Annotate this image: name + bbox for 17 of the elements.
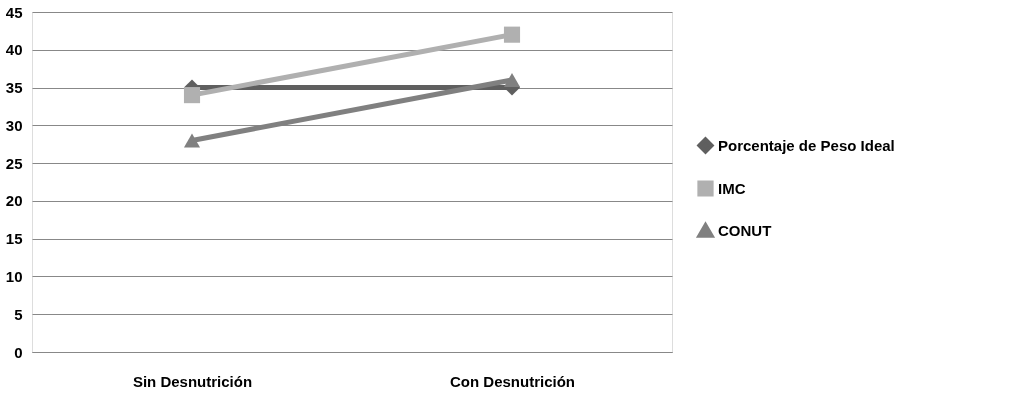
y-tick-label: 25 [5, 154, 23, 172]
y-tick-label: 35 [5, 79, 23, 97]
y-tick-label: 45 [5, 3, 23, 21]
legend-label: Porcentaje de Peso Ideal [718, 136, 895, 154]
point [183, 87, 201, 104]
y-tick-label: 15 [5, 230, 23, 248]
point [503, 26, 521, 43]
x-tick-label: Sin Desnutrición [132, 372, 253, 390]
y-tick-label: 10 [5, 267, 23, 285]
y-tick-label: 0 [14, 343, 23, 361]
x-tick-label: Con Desnutrición [449, 372, 576, 390]
y-tick-label: 20 [5, 192, 23, 210]
y-tick-label: 40 [5, 41, 23, 59]
y-tick-label: 30 [5, 116, 23, 134]
legend-label: CONUT [718, 221, 772, 239]
y-tick-label: 5 [14, 305, 23, 323]
legend-label: IMC [718, 179, 746, 197]
